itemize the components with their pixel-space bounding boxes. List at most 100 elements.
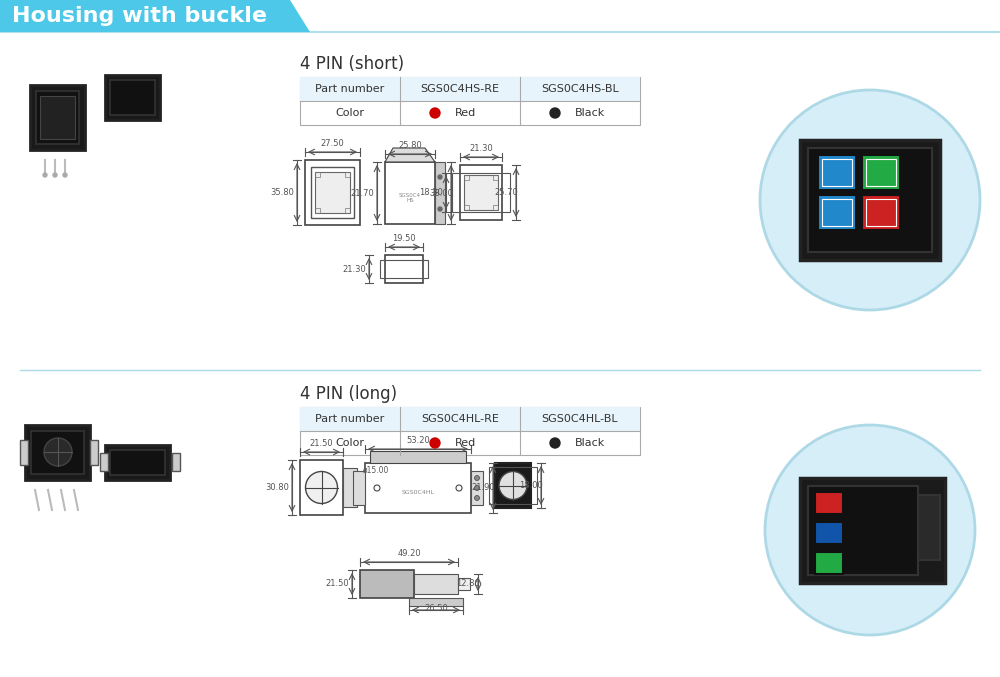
Bar xyxy=(315,172,350,213)
Circle shape xyxy=(475,496,480,500)
Bar xyxy=(471,471,483,505)
Bar xyxy=(40,96,75,139)
Circle shape xyxy=(438,207,442,211)
Text: 26.50: 26.50 xyxy=(424,604,448,613)
Text: SGS0C4HL-BL: SGS0C4HL-BL xyxy=(542,414,618,424)
Circle shape xyxy=(63,173,67,177)
Bar xyxy=(862,195,900,230)
Bar xyxy=(815,552,843,574)
Circle shape xyxy=(430,438,440,448)
Bar xyxy=(36,91,79,144)
Bar xyxy=(380,260,428,278)
Text: 19.50: 19.50 xyxy=(392,234,416,243)
Text: SGS0C4HL-RE: SGS0C4HL-RE xyxy=(421,414,499,424)
Bar xyxy=(464,205,469,210)
Polygon shape xyxy=(385,148,435,162)
Bar xyxy=(458,578,470,590)
Text: Red: Red xyxy=(455,438,476,448)
Bar xyxy=(464,175,498,210)
Text: 4 PIN (long): 4 PIN (long) xyxy=(300,385,397,403)
Bar xyxy=(409,598,463,606)
Bar xyxy=(385,162,435,224)
Bar xyxy=(815,492,843,514)
Circle shape xyxy=(765,425,975,635)
Bar xyxy=(110,450,165,475)
Bar xyxy=(800,478,945,583)
Polygon shape xyxy=(0,0,310,32)
Bar xyxy=(31,431,84,474)
Bar xyxy=(414,574,458,594)
Bar xyxy=(452,173,510,212)
Bar xyxy=(862,155,900,190)
Text: SGS0C4HS-RE: SGS0C4HS-RE xyxy=(420,84,500,94)
Circle shape xyxy=(475,485,480,491)
Bar xyxy=(800,140,940,260)
Text: 53.20: 53.20 xyxy=(406,436,430,445)
Bar xyxy=(435,162,445,224)
Bar xyxy=(815,522,843,544)
Bar xyxy=(918,495,940,560)
Bar xyxy=(464,175,469,180)
Text: 25.70: 25.70 xyxy=(494,188,518,197)
Bar xyxy=(460,165,502,220)
Circle shape xyxy=(43,173,47,177)
Text: 27.50: 27.50 xyxy=(321,139,344,148)
Text: 21.70: 21.70 xyxy=(350,188,374,198)
Text: 49.20: 49.20 xyxy=(397,549,421,558)
Bar xyxy=(493,175,498,180)
Bar xyxy=(360,570,414,598)
Bar xyxy=(20,440,28,465)
Bar xyxy=(866,199,896,226)
Bar xyxy=(345,208,350,213)
Circle shape xyxy=(475,475,480,481)
Bar xyxy=(385,255,423,283)
Bar xyxy=(300,77,640,101)
Text: 12.80: 12.80 xyxy=(456,580,480,588)
Text: SGS0C4HL: SGS0C4HL xyxy=(401,491,435,496)
Bar xyxy=(300,407,640,455)
Bar xyxy=(495,463,531,508)
Bar xyxy=(818,195,856,230)
Text: 21.30: 21.30 xyxy=(469,144,493,153)
Text: 18.00: 18.00 xyxy=(519,481,543,490)
Text: Black: Black xyxy=(575,438,605,448)
Text: 38.00: 38.00 xyxy=(429,188,453,198)
Text: 18.30: 18.30 xyxy=(419,188,443,197)
Circle shape xyxy=(760,90,980,310)
Text: 4 PIN (short): 4 PIN (short) xyxy=(300,55,404,73)
Text: SGS0C4HS-BL: SGS0C4HS-BL xyxy=(541,84,619,94)
Text: Part number: Part number xyxy=(315,414,385,424)
Bar xyxy=(365,463,471,513)
Bar xyxy=(315,172,320,177)
Text: SGS0C4
HS: SGS0C4 HS xyxy=(399,192,421,203)
Text: Black: Black xyxy=(575,108,605,118)
Bar xyxy=(105,75,160,120)
Text: 35.80: 35.80 xyxy=(270,188,294,197)
Bar xyxy=(311,167,354,218)
Bar xyxy=(345,172,350,177)
Text: 30.80: 30.80 xyxy=(265,483,289,492)
Polygon shape xyxy=(370,451,466,463)
Bar xyxy=(493,205,498,210)
Text: Housing with buckle: Housing with buckle xyxy=(12,6,267,26)
Circle shape xyxy=(438,175,442,179)
Circle shape xyxy=(550,438,560,448)
Bar xyxy=(818,155,856,190)
Bar xyxy=(300,407,640,431)
Bar xyxy=(300,77,640,125)
Circle shape xyxy=(306,471,338,504)
Circle shape xyxy=(499,471,527,500)
Bar xyxy=(808,486,918,575)
Circle shape xyxy=(550,108,560,118)
Bar xyxy=(105,445,170,480)
Bar xyxy=(25,425,90,480)
Text: 21.30: 21.30 xyxy=(342,265,366,274)
Text: 25.80: 25.80 xyxy=(398,141,422,150)
Text: Color: Color xyxy=(336,438,364,448)
Bar xyxy=(343,468,357,507)
Text: ø15.00: ø15.00 xyxy=(363,466,389,475)
Bar xyxy=(822,199,852,226)
Text: Part number: Part number xyxy=(315,84,385,94)
Bar xyxy=(866,159,896,186)
Bar xyxy=(822,159,852,186)
